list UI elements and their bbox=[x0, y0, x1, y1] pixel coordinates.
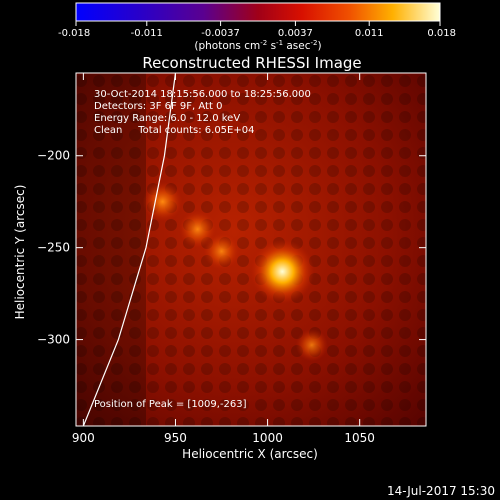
annotation-line: Clean Total counts: 6.05E+04 bbox=[94, 125, 254, 136]
x-axis-label: Heliocentric X (arcsec) bbox=[182, 447, 318, 461]
emission-source bbox=[142, 181, 183, 222]
annotation-line: Energy Range: 6.0 - 12.0 keV bbox=[94, 113, 240, 124]
solar-limb-curve bbox=[82, 73, 177, 426]
colorbar-tick-label: 0.0037 bbox=[278, 28, 313, 39]
x-axis-ticks: 900 950 1000 1050 bbox=[72, 73, 375, 445]
annotation-line: 30-Oct-2014 18:15:56.000 to 18:25:56.000 bbox=[94, 89, 311, 100]
peak-position-label: Position of Peak = [1009,-263] bbox=[94, 399, 247, 410]
footer-date: 14-Jul-2017 15:30 bbox=[387, 484, 495, 498]
x-tick-label: 1000 bbox=[252, 431, 283, 445]
colorbar-tick-label: -0.0037 bbox=[201, 28, 240, 39]
emission-source bbox=[295, 328, 328, 362]
colorbar-tick-label: -0.018 bbox=[58, 28, 90, 39]
annotation-block: 30-Oct-2014 18:15:56.000 to 18:25:56.000… bbox=[94, 89, 311, 136]
colorbar bbox=[75, 2, 441, 22]
clean-ripple-pattern bbox=[76, 73, 426, 426]
colorbar-tick-label: 0.018 bbox=[427, 28, 456, 39]
y-axis-label: Heliocentric Y (arcsec) bbox=[13, 185, 27, 320]
plot-frame bbox=[75, 72, 427, 427]
chart-title: Reconstructed RHESSI Image bbox=[142, 54, 361, 72]
x-tick-label: 950 bbox=[164, 431, 187, 445]
colorbar-units: (photons cm-2 s-1 asec-2) bbox=[194, 39, 321, 52]
y-tick-label: −250 bbox=[37, 241, 70, 255]
limb-shadow bbox=[76, 73, 146, 426]
colorbar-ticks: -0.018 -0.011 -0.0037 0.0037 0.011 0.018 bbox=[58, 21, 456, 39]
y-tick-label: −300 bbox=[37, 333, 70, 347]
y-tick-label: −200 bbox=[37, 149, 70, 163]
y-axis-ticks: −200 −250 −300 bbox=[37, 149, 426, 347]
x-tick-label: 1050 bbox=[344, 431, 375, 445]
emission-source bbox=[203, 233, 240, 270]
colorbar-tick-label: 0.011 bbox=[355, 28, 384, 39]
annotation-line: Detectors: 3F 6F 9F, Att 0 bbox=[94, 101, 222, 112]
x-tick-label: 900 bbox=[72, 431, 95, 445]
emission-source bbox=[179, 210, 217, 248]
colorbar-tick-label: -0.011 bbox=[131, 28, 163, 39]
plot-area bbox=[76, 73, 426, 426]
emission-source bbox=[250, 239, 315, 304]
emission-sources bbox=[142, 181, 328, 362]
